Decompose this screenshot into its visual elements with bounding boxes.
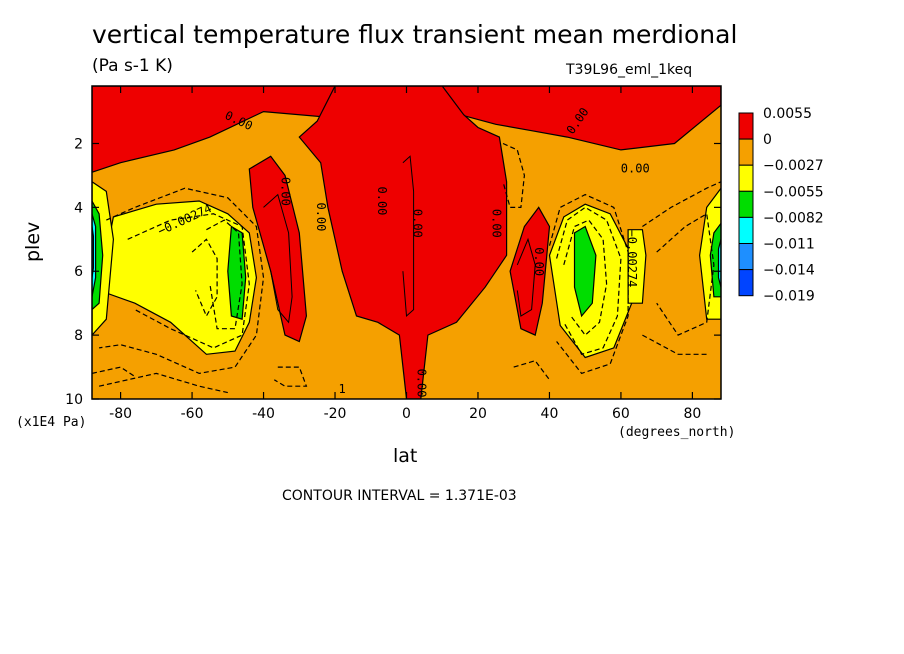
y-tick-label-1: 4: [74, 200, 83, 216]
contour-label-6: 0.00: [411, 209, 425, 238]
chart-title: vertical temperature flux transient mean…: [92, 20, 738, 49]
colorbar-label-4: −0.0082: [763, 210, 824, 226]
colorbar-swatch-5: [738, 243, 754, 271]
chart-units: (Pa s-1 K): [92, 56, 173, 76]
plot-area: 0.00 0.000.000.000.000.000.00 0.000.000.00…: [92, 86, 721, 399]
x-tick-label-6: 40: [541, 406, 559, 422]
contour-label-2: 0.00: [621, 162, 650, 176]
region-nh-green: [573, 225, 597, 318]
contour-line-8: [273, 366, 308, 387]
dataset-label: T39L96_eml_1keq: [566, 62, 693, 78]
contour-line-3: [99, 187, 265, 375]
contour-label-5: 0.00: [375, 187, 389, 216]
contour-line-14: [642, 334, 707, 355]
x-axis-label: lat: [393, 445, 418, 467]
x-tick-label-0: -80: [109, 406, 132, 422]
contour-label-11: −0.00274: [625, 230, 639, 288]
colorbar-swatch-1: [738, 138, 754, 166]
contour-line-11: [563, 219, 608, 336]
x-tick-label-3: -20: [324, 406, 347, 422]
contour-label-12: 1: [339, 382, 346, 396]
contour-label-9: 0.00: [414, 369, 428, 398]
region-sh-green: [227, 225, 247, 320]
x-tick-label-2: -40: [252, 406, 275, 422]
contour-label-3: 0.00: [278, 177, 292, 206]
colorbar-swatch-2: [738, 164, 754, 192]
contour-line-5: [206, 219, 243, 330]
y-axis-units: (x1E4 Pa): [16, 415, 87, 430]
colorbar-swatch-6: [738, 269, 754, 297]
contour-label-4: 0.00: [314, 202, 328, 231]
axis-ticks: -80 -60 -40 -20 0 20 40 60 80 2 4 6 8 10: [65, 86, 721, 422]
y-tick-label-0: 2: [74, 136, 83, 152]
y-tick-label-3: 8: [74, 328, 83, 344]
colorbar-label-6: −0.014: [763, 263, 815, 279]
contour-line-2: [402, 155, 415, 318]
colorbar-label-1: 0: [763, 132, 772, 148]
contour-interval-note: CONTOUR INTERVAL = 1.371E-03: [282, 488, 517, 504]
y-axis-label: plev: [22, 221, 44, 262]
contour-line-16: [502, 142, 526, 208]
colorbar-swatch-4: [738, 216, 754, 244]
colorbar-swatch-0: [738, 112, 754, 140]
colorbar: 0.0055 0 −0.0027 −0.0055 −0.0082 −0.011 −0.014…: [738, 106, 824, 305]
colorbar-label-7: −0.019: [763, 289, 815, 305]
x-tick-label-7: 60: [612, 406, 630, 422]
contour-line-17: [92, 366, 136, 378]
region-sh-yellow: [98, 200, 258, 355]
region-central-column: [298, 86, 508, 399]
y-tick-label-2: 6: [74, 264, 83, 280]
y-tick-label-4: 10: [65, 392, 83, 408]
contour-line-4: [127, 213, 250, 349]
colorbar-label-2: −0.0027: [763, 158, 824, 174]
colorbar-label-0: 0.0055: [763, 106, 812, 122]
contour-line-6: [191, 238, 218, 318]
contour-line-1: [516, 237, 536, 317]
contour-line-12: [642, 181, 721, 227]
x-tick-label-4: 0: [402, 406, 411, 422]
colorbar-label-5: −0.011: [763, 237, 815, 253]
contour-label-7: 0.00: [489, 209, 503, 238]
contour-line-9: [548, 193, 629, 375]
x-axis-units: (degrees_north): [618, 425, 736, 440]
contour-line-13: [656, 212, 715, 336]
x-tick-label-1: -60: [181, 406, 204, 422]
contour-label-8: 0.00: [532, 247, 546, 276]
contour-line-10: [556, 206, 622, 356]
colorbar-swatch-3: [738, 190, 754, 218]
contour-line-7: [98, 372, 228, 394]
x-tick-label-8: 80: [683, 406, 701, 422]
contour-line-0: [263, 193, 293, 324]
x-tick-label-5: 20: [469, 406, 487, 422]
colorbar-label-3: −0.0055: [763, 184, 824, 200]
region-nh-tongue: [509, 206, 551, 336]
